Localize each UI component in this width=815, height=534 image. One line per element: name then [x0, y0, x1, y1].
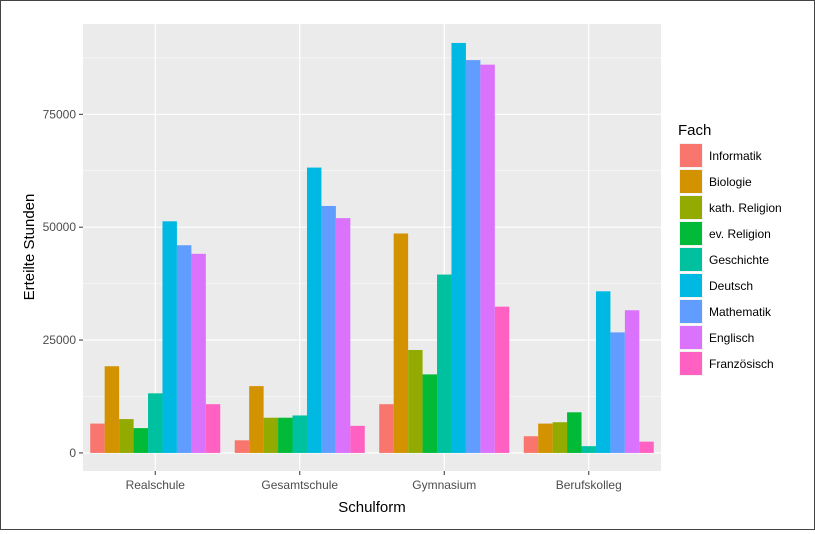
- legend-label: Biologie: [709, 175, 752, 189]
- y-axis-title: Erteilte Stunden: [21, 194, 38, 301]
- bar: [191, 253, 206, 453]
- bar: [379, 404, 394, 453]
- bar: [639, 441, 654, 453]
- bar: [567, 412, 582, 453]
- bar: [335, 218, 351, 453]
- bar: [148, 393, 163, 453]
- bar: [610, 332, 625, 453]
- x-axis-title: Schulform: [338, 499, 406, 516]
- bar: [538, 423, 553, 453]
- legend-label: ev. Religion: [709, 227, 771, 241]
- legend-label: Informatik: [709, 149, 763, 163]
- legend-key: [680, 248, 702, 271]
- legend-label: Englisch: [709, 331, 754, 345]
- legend-label: Französisch: [709, 357, 774, 371]
- legend: Fach Informatik Biologie kath. Religion ev.…: [678, 122, 782, 376]
- y-tick-label: 0: [69, 446, 76, 460]
- y-tick-label: 25000: [43, 333, 77, 347]
- bar: [278, 417, 293, 453]
- bar: [292, 415, 307, 453]
- legend-key: [680, 274, 702, 297]
- bars: [90, 42, 654, 453]
- y-tick-label: 50000: [43, 220, 77, 234]
- bar: [595, 291, 611, 453]
- bar: [624, 310, 640, 453]
- legend-title: Fach: [678, 122, 711, 139]
- legend-key: [680, 222, 702, 245]
- bar: [350, 425, 365, 453]
- bar: [480, 64, 495, 453]
- x-tick-label: Gesamtschule: [261, 478, 338, 492]
- bar: [422, 374, 438, 453]
- legend-key: [680, 326, 702, 349]
- bar: [119, 419, 134, 453]
- x-tick-label: Berufskolleg: [556, 478, 622, 492]
- bar: [90, 423, 105, 453]
- bar: [133, 428, 149, 453]
- x-tick-label: Gymnasium: [412, 478, 476, 492]
- legend-label: kath. Religion: [709, 201, 782, 215]
- bar: [162, 221, 177, 453]
- bar: [437, 274, 452, 453]
- bar: [494, 306, 510, 453]
- bar: [408, 349, 423, 453]
- bar: [465, 60, 481, 453]
- legend-label: Mathematik: [709, 305, 772, 319]
- bar: [552, 422, 568, 453]
- bar: [393, 233, 409, 453]
- y-axis: 0 25000 50000 75000: [43, 107, 83, 460]
- legend-key: [680, 144, 702, 167]
- legend-label: Deutsch: [709, 279, 753, 293]
- bar: [581, 446, 596, 453]
- bar: [263, 417, 279, 453]
- bar: [104, 366, 120, 453]
- legend-key: [680, 352, 702, 375]
- bar: [234, 440, 250, 453]
- legend-key: [680, 196, 702, 219]
- legend-key: [680, 170, 702, 193]
- y-tick-label: 75000: [43, 107, 77, 121]
- x-tick-label: Realschule: [126, 478, 186, 492]
- bar: [205, 404, 221, 453]
- bar: [249, 386, 264, 453]
- legend-key: [680, 300, 702, 323]
- bar: [523, 436, 539, 453]
- bar: [451, 42, 466, 453]
- bar: [321, 205, 336, 453]
- bar: [176, 245, 192, 453]
- x-axis: Realschule Gesamtschule Gymnasium Berufskol…: [126, 471, 622, 492]
- legend-label: Geschichte: [709, 253, 769, 267]
- bar: [306, 167, 322, 453]
